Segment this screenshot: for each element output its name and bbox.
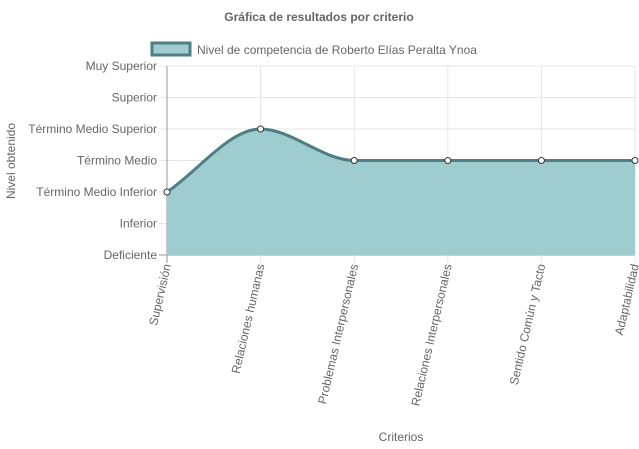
y-tick-label: Deficiente <box>104 248 158 262</box>
x-tick-label: Supervisión <box>146 263 174 327</box>
legend-swatch <box>150 41 192 57</box>
x-tick-labels: Supervisión Relaciones humanas Problemas I… <box>146 262 639 407</box>
chart-title: Gráfica de resultados por criterio <box>224 10 413 24</box>
y-tick-label: Término Medio <box>77 154 157 168</box>
data-point[interactable] <box>257 125 265 133</box>
data-point[interactable] <box>350 157 358 164</box>
x-tick-label: Adaptabilidad <box>612 263 639 337</box>
y-axis-label: Nivel obtenido <box>4 123 18 199</box>
series-line <box>166 127 635 194</box>
data-point[interactable] <box>537 157 545 164</box>
y-tick-label: Muy Superior <box>86 59 157 73</box>
y-tick-labels: Deficiente Inferior Término Medio Inferior… <box>28 59 157 262</box>
y-tick-label: Término Medio Inferior <box>36 185 157 199</box>
series-points <box>163 125 639 196</box>
data-point[interactable] <box>631 157 639 164</box>
y-tick-label: Término Medio Superior <box>28 122 157 136</box>
x-tick-label: Relaciones humanas <box>229 263 268 375</box>
x-tick-label: Sentido Común y Tacto <box>507 262 549 386</box>
legend[interactable]: Nivel de competencia de Roberto Elías Pe… <box>150 41 477 57</box>
data-point[interactable] <box>163 188 171 196</box>
legend-label: Nivel de competencia de Roberto Elías Pe… <box>197 43 477 57</box>
series-area <box>167 129 635 255</box>
x-axis-label: Criterios <box>379 430 424 444</box>
data-point[interactable] <box>444 157 452 164</box>
y-tick-label: Superior <box>112 91 157 105</box>
x-tick-label: Relaciones Interpersonales <box>408 263 454 408</box>
y-tick-label: Inferior <box>120 217 157 231</box>
x-tick-label: Problemas Interpersonales <box>315 263 361 406</box>
